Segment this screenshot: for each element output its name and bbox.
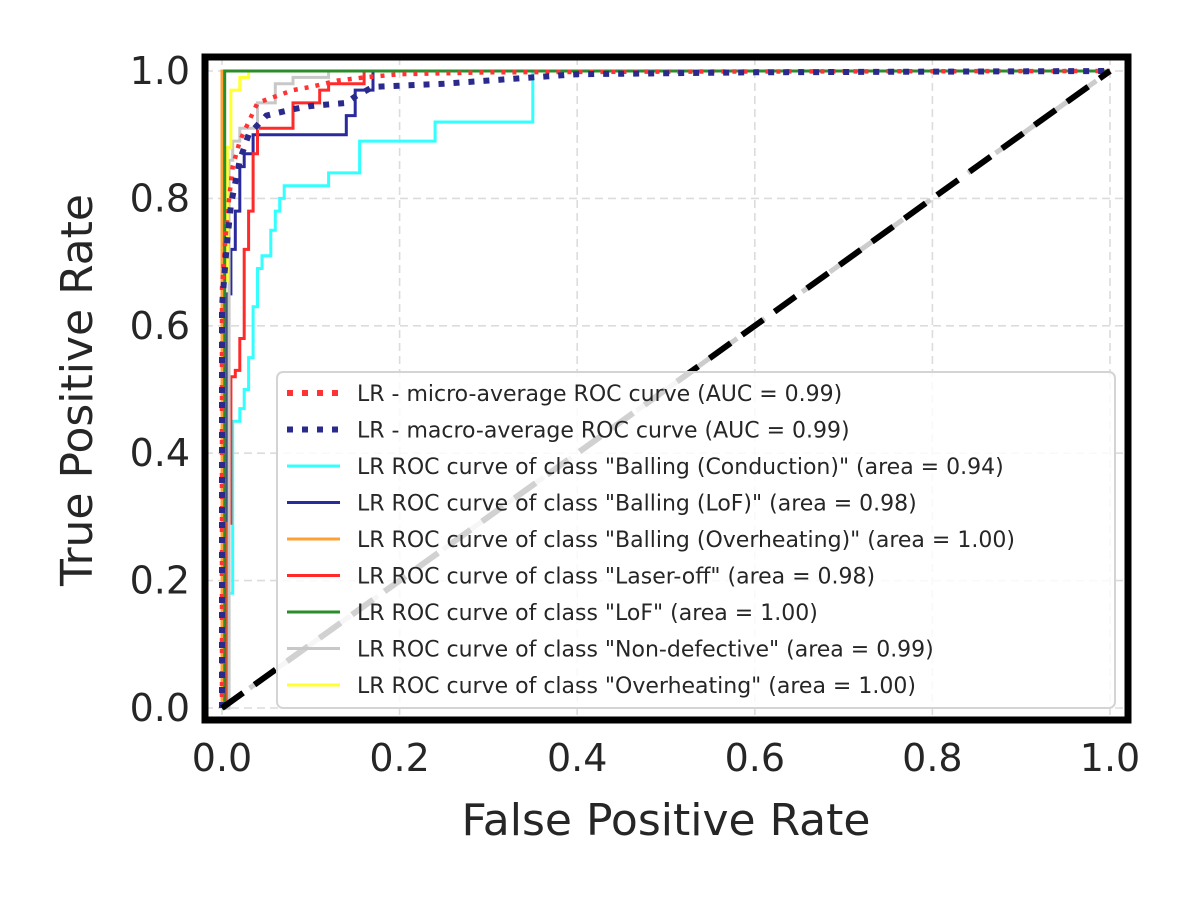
legend-entry-label: LR - macro-average ROC curve (AUC = 0.99… [357, 419, 850, 444]
legend-entry-label: LR ROC curve of class "Balling (LoF)" (a… [357, 492, 917, 517]
y-tick-label: 1.0 [130, 49, 190, 93]
x-axis-ticks: 0.0 0.2 0.4 0.6 0.8 1.0 [192, 736, 1140, 780]
y-tick-label: 0.4 [130, 431, 190, 475]
y-tick-label: 0.6 [130, 304, 190, 348]
y-axis-ticks: 0.0 0.2 0.4 0.6 0.8 1.0 [130, 49, 190, 730]
x-tick-label: 0.6 [725, 736, 785, 780]
legend-entry-label: LR ROC curve of class "Laser-off" (area … [357, 565, 875, 590]
legend: LR - micro-average ROC curve (AUC = 0.99… [276, 371, 1116, 709]
x-tick-label: 0.2 [369, 736, 429, 780]
series-line-1 [219, 68, 1111, 708]
legend-entry-label: LR ROC curve of class "Balling (Conducti… [357, 455, 1004, 480]
x-tick-label: 0.4 [547, 736, 607, 780]
y-axis-label: True Positive Rate [52, 194, 103, 587]
legend-entry-label: LR ROC curve of class "Balling (Overheat… [357, 528, 1015, 553]
series-line-5 [222, 69, 1110, 710]
y-tick-label: 0.8 [130, 176, 190, 220]
legend-entry-label: LR - micro-average ROC curve (AUC = 0.99… [357, 382, 842, 407]
legend-box [276, 371, 1116, 709]
legend-entry-label: LR ROC curve of class "LoF" (area = 1.00… [357, 601, 818, 626]
x-tick-label: 1.0 [1080, 736, 1140, 780]
y-tick-label: 0.2 [130, 559, 190, 603]
y-tick-label: 0.0 [130, 686, 190, 730]
x-tick-label: 0.0 [192, 736, 252, 780]
legend-entry-label: LR ROC curve of class "Non-defective" (a… [357, 638, 934, 663]
x-axis-label: False Positive Rate [462, 795, 871, 846]
plot-frame [201, 53, 1132, 724]
x-tick-label: 0.8 [902, 736, 962, 780]
legend-entry-label: LR ROC curve of class "Overheating" (are… [357, 674, 916, 699]
series-line-2 [222, 69, 1110, 710]
series-line-7 [222, 69, 1110, 710]
